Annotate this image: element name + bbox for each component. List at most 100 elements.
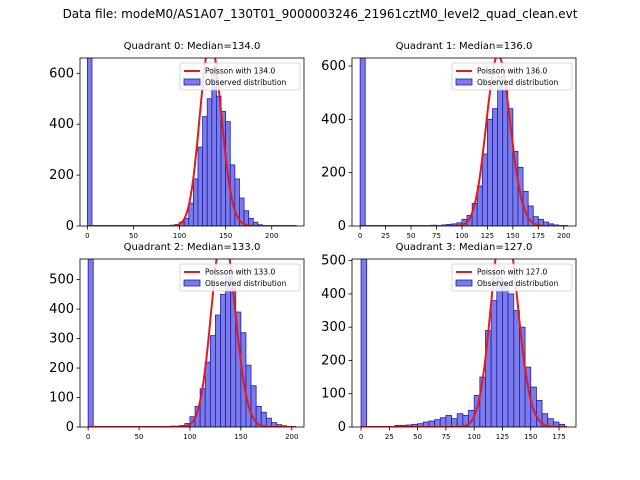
x-tick-label: 175	[552, 433, 565, 441]
y-tick-label: 500	[321, 254, 346, 269]
y-tick-label: 200	[321, 166, 346, 181]
x-tick-label: 200	[265, 232, 278, 240]
plot-area	[87, 259, 296, 427]
histogram-bar	[359, 58, 366, 226]
x-tick-label: 150	[234, 433, 247, 441]
histogram-bar	[215, 314, 221, 427]
poisson-curve	[361, 259, 567, 427]
y-tick-label: 400	[321, 112, 346, 127]
plot-area	[359, 58, 568, 226]
histogram-bar	[502, 89, 509, 226]
chart-panel-0: 0 50 100 150 200 0 200 400 600 Quadrant 0: Median…	[49, 41, 305, 240]
y-tick-label: 400	[49, 117, 74, 132]
x-tick-label: 0	[359, 433, 363, 441]
axes-frame	[351, 57, 577, 227]
x-tick-label: 100	[467, 433, 480, 441]
legend-bar-swatch	[183, 279, 201, 287]
x-tick-label: 150	[219, 232, 232, 240]
x-tick-label: 200	[557, 232, 570, 240]
x-tick-label: 50	[413, 433, 422, 441]
x-tick-label: 100	[173, 232, 186, 240]
histogram-bar	[496, 276, 503, 427]
histogram-bar	[211, 67, 217, 226]
y-tick-label: 0	[66, 219, 74, 234]
histogram-bar	[502, 283, 509, 427]
panel-title: Quadrant 3: Median=127.0	[396, 242, 533, 253]
histogram-bar	[265, 417, 272, 427]
histogram-bar	[216, 95, 222, 226]
y-tick-label: 0	[338, 219, 346, 234]
legend: Poisson with 133.0 Observed distribution	[179, 263, 301, 292]
histogram-bar	[87, 259, 94, 427]
histogram-bar	[481, 153, 488, 226]
histogram-bar	[225, 276, 232, 427]
x-tick-label: 100	[455, 232, 468, 240]
legend-label: Observed distribution	[205, 279, 286, 288]
axes-frame	[351, 258, 577, 428]
histogram-bar	[439, 417, 447, 427]
x-tick-label: 50	[129, 232, 138, 240]
histogram-bar	[445, 414, 452, 427]
x-tick-label: 100	[183, 433, 196, 441]
legend-bar-swatch	[455, 279, 473, 287]
legend-box	[179, 263, 301, 292]
histogram-bar	[456, 413, 464, 427]
chart-panel-2: 0 50 100 150 200 0 100 200 300 400 500 Quadrant 2: …	[49, 242, 305, 441]
y-tick-label: 600	[49, 66, 74, 81]
x-tick-label: 50	[407, 232, 416, 240]
histogram-bar	[252, 221, 259, 226]
x-tick-label: 150	[506, 232, 519, 240]
legend: Poisson with 127.0 Observed distribution	[451, 263, 573, 292]
figure-title: Data file: modeM0/AS1A07_130T01_90000032…	[62, 7, 578, 21]
plot-area	[360, 259, 567, 427]
legend-box	[179, 62, 301, 91]
panel-title: Quadrant 2: Median=133.0	[124, 242, 261, 253]
histogram-bar	[86, 58, 93, 226]
y-tick-label: 200	[49, 361, 74, 376]
legend-box	[451, 263, 573, 292]
legend-bar-swatch	[455, 78, 473, 86]
y-tick-label: 600	[321, 59, 346, 74]
histogram-bar	[197, 146, 204, 226]
legend-label: Poisson with 134.0	[205, 67, 275, 76]
x-tick-label: 75	[432, 232, 441, 240]
x-tick-label: 50	[135, 433, 144, 441]
histogram-bar	[202, 116, 208, 226]
x-tick-label: 75	[441, 433, 450, 441]
panel-title: Quadrant 1: Median=136.0	[396, 41, 533, 52]
x-tick-label: 0	[358, 232, 362, 240]
histogram-bar	[206, 98, 213, 226]
legend-label: Observed distribution	[477, 279, 558, 288]
y-tick-label: 200	[321, 353, 346, 368]
y-tick-label: 100	[49, 391, 74, 406]
legend-label: Observed distribution	[205, 78, 286, 87]
poisson-curve	[87, 58, 297, 226]
poisson-curve	[88, 259, 296, 427]
histogram-bar	[204, 361, 211, 427]
legend-bar-swatch	[183, 78, 201, 86]
axes-frame	[79, 258, 305, 428]
histogram-bar	[490, 300, 498, 427]
legend-label: Poisson with 127.0	[477, 268, 547, 277]
axes-frame	[79, 57, 305, 227]
x-tick-label: 200	[285, 433, 298, 441]
x-tick-label: 125	[481, 232, 494, 240]
plot-area	[86, 58, 297, 226]
y-tick-label: 300	[49, 332, 74, 347]
y-tick-label: 200	[49, 168, 74, 183]
y-tick-label: 400	[321, 287, 346, 302]
histogram-bar	[360, 259, 368, 427]
histogram-bar	[192, 178, 199, 226]
y-tick-label: 400	[49, 302, 74, 317]
x-tick-label: 25	[381, 232, 390, 240]
histogram-bar	[492, 108, 499, 226]
histogram-bar	[497, 76, 504, 226]
histogram-bar	[487, 118, 493, 226]
histogram-bar	[434, 419, 441, 427]
y-tick-label: 0	[338, 420, 346, 435]
y-tick-label: 0	[66, 420, 74, 435]
chart-panel-1: 0 25 50 75 100 125 150 175 200 0 200 400 600 Quadrant…	[321, 41, 577, 240]
histogram-bar	[507, 293, 515, 427]
legend: Poisson with 136.0 Observed distribution	[451, 62, 573, 91]
